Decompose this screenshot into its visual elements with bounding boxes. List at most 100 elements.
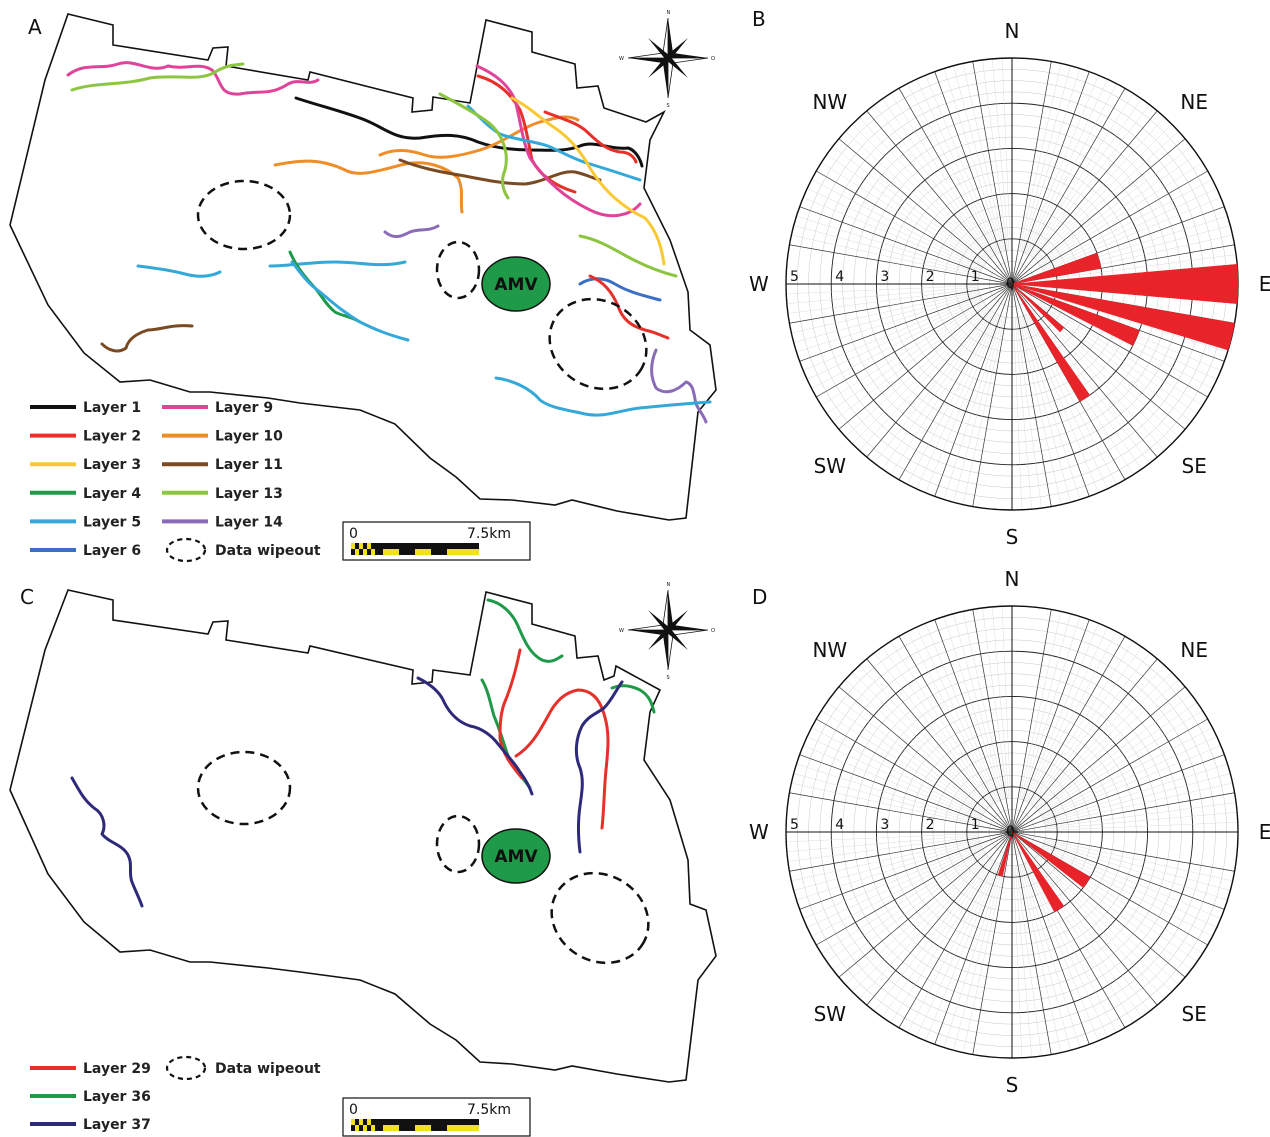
rose-minor-spoke <box>793 292 980 343</box>
direction-label-sw: SW <box>814 1002 847 1026</box>
fault-layer-5 <box>466 104 642 182</box>
scale-start: 0 <box>349 526 358 542</box>
rose-minor-spoke <box>925 623 1000 801</box>
rose-spoke <box>972 831 1013 1055</box>
rose-spoke <box>1011 831 1090 1045</box>
center-label: 0 <box>1006 824 1015 840</box>
rose-spoke <box>972 61 1013 285</box>
rose-minor-spoke <box>962 865 1005 1053</box>
rose-minor-spoke <box>1044 294 1228 353</box>
fault-layer-11 <box>398 158 602 186</box>
rose-minor-spoke <box>882 859 993 1018</box>
rose-spoke <box>789 244 1013 285</box>
rose-spoke <box>816 718 1013 833</box>
rose-minor-spoke <box>845 131 988 262</box>
rose-minor-spoke <box>811 299 983 389</box>
survey-area-outline-a <box>9 13 717 521</box>
legend-item: Layer 10 <box>162 429 283 445</box>
rose-spoke <box>799 831 1013 910</box>
rose-spoke <box>1011 831 1052 1055</box>
rose-spoke <box>789 792 1013 833</box>
direction-label-sw: SW <box>814 454 847 478</box>
data-wipeout-areas-c <box>196 750 650 965</box>
rose-spoke <box>866 110 1013 285</box>
rose-minor-spoke <box>791 782 979 825</box>
rose-minor-spoke <box>1042 188 1217 270</box>
fault-layer-13 <box>70 62 245 92</box>
rose-petal <box>1011 283 1235 351</box>
rose-minor-spoke <box>859 856 990 999</box>
rose-minor-spoke <box>1024 315 1099 493</box>
rose-spoke <box>1011 686 1186 833</box>
rose-minor-spoke <box>1041 179 1213 269</box>
rose-spoke <box>972 283 1013 507</box>
rose-minor-spoke <box>925 863 1000 1041</box>
legend-label: Layer 3 <box>83 457 141 473</box>
radial-tick-label: 4 <box>835 817 844 833</box>
fault-layer-9b <box>475 64 642 218</box>
rose-minor-spoke <box>852 672 989 809</box>
rose-minor-spoke <box>1026 79 1108 254</box>
fault-layer-1 <box>294 96 644 168</box>
rose-minor-spoke <box>787 836 979 862</box>
legend-label: Layer 11 <box>215 457 283 473</box>
rose-minor-spoke <box>1024 863 1099 1041</box>
rose-minor-spoke <box>1031 98 1142 257</box>
rose-spoke <box>838 138 1013 285</box>
rose-minor-spoke <box>962 611 1005 799</box>
rose-minor-spoke <box>1039 154 1198 265</box>
fault-layer-11b <box>100 324 194 353</box>
rose-minor-spoke <box>1045 821 1238 831</box>
rose-minor-spoke <box>826 851 985 962</box>
rose-minor-spoke <box>1022 864 1081 1048</box>
rose-spoke <box>1011 658 1158 833</box>
rose-spoke <box>1011 831 1225 910</box>
rose-spoke <box>934 831 1013 1045</box>
rose-minor-spoke <box>852 124 989 261</box>
rose-spoke <box>934 71 1013 285</box>
rose-minor-spoke <box>1026 314 1108 489</box>
compass-n-letter: N <box>667 582 671 588</box>
rose-minor-spoke <box>791 839 979 882</box>
rose-minor-spoke <box>1042 736 1217 818</box>
rose-minor-spoke <box>1044 840 1231 891</box>
rose-minor-spoke <box>859 308 990 451</box>
rose-spoke <box>799 206 1013 285</box>
center-label: 0 <box>1006 276 1015 292</box>
rose-minor-spoke <box>953 316 1004 503</box>
rose-spoke <box>838 686 1013 833</box>
rose-minor-spoke <box>943 864 1002 1048</box>
rose-spoke <box>1011 283 1090 497</box>
radial-tick-label: 3 <box>880 817 889 833</box>
rose-minor-spoke <box>962 317 1005 505</box>
rose-minor-spoke <box>821 302 984 406</box>
rose-spoke <box>789 283 1013 324</box>
rose-minor-spoke <box>1045 839 1233 882</box>
rose-minor-spoke <box>796 215 980 274</box>
data-wipeout-ellipse <box>435 240 481 300</box>
rose-minor-spoke <box>1045 812 1238 830</box>
rose-minor-spoke <box>953 613 1004 800</box>
rose-minor-spoke <box>1034 665 1165 808</box>
rose-spoke <box>1011 110 1158 285</box>
rose-spoke <box>838 831 1013 978</box>
rose-petal <box>1011 283 1140 346</box>
legend-label: Data wipeout <box>215 1061 321 1077</box>
rose-minor-spoke <box>832 852 986 970</box>
rose-minor-spoke <box>992 606 1010 799</box>
direction-label-se: SE <box>1182 1002 1207 1026</box>
legend-item: Layer 4 <box>30 486 141 502</box>
fault-layer-2b <box>543 110 638 164</box>
rose-spoke <box>799 283 1013 362</box>
rose-minor-spoke <box>1036 131 1179 262</box>
rose-minor-spoke <box>845 854 988 985</box>
rose-minor-spoke <box>1014 865 1032 1058</box>
rose-spoke <box>1011 138 1186 285</box>
fault-layer-9 <box>66 61 320 96</box>
data-wipeout-ellipse <box>550 871 650 965</box>
legend-item: Data wipeout <box>165 537 321 563</box>
rose-minor-spoke <box>1032 104 1150 258</box>
compass-rose-icon: N W O S <box>619 10 715 109</box>
legend-item: Layer 3 <box>30 457 141 473</box>
direction-label-ne: NE <box>1180 90 1208 114</box>
